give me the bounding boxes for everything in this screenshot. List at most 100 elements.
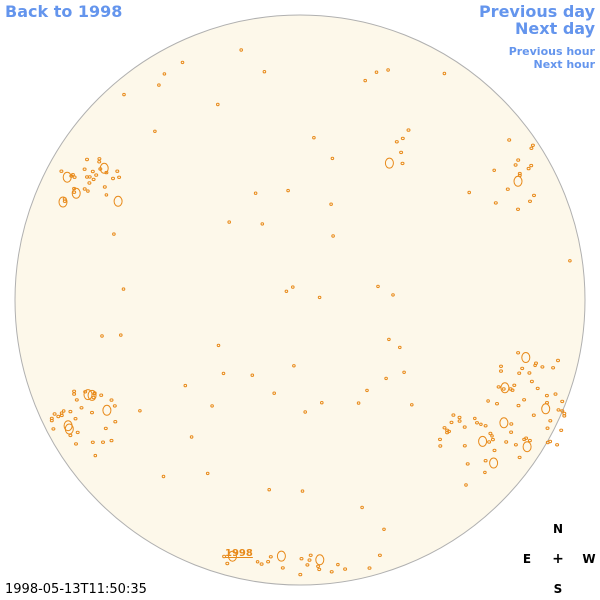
previous-day-link[interactable]: Previous day (478, 2, 595, 21)
contour-mark (467, 190, 472, 195)
contour-mark (138, 409, 142, 413)
contour-mark (74, 398, 79, 402)
contour-mark (119, 333, 123, 337)
contour-mark (292, 364, 296, 368)
contour-mark (387, 337, 391, 342)
contour-mark (527, 371, 532, 375)
contour-mark (153, 129, 157, 134)
contour-mark (513, 443, 518, 447)
contour-mark (72, 392, 77, 396)
contour-mark (183, 383, 188, 388)
contour-mark (71, 187, 81, 199)
contour-mark (522, 441, 532, 453)
contour-mark (112, 232, 116, 236)
contour-mark (312, 136, 316, 140)
contour-mark (87, 389, 97, 401)
contour-mark (545, 401, 549, 405)
contour-mark (517, 171, 522, 176)
contour-mark (299, 557, 304, 561)
back-to-year-link[interactable]: Back to 1998 (5, 2, 123, 21)
contour-mark (513, 163, 518, 167)
contour-mark (51, 427, 56, 431)
contour-mark (504, 440, 509, 444)
contour-mark (216, 343, 221, 348)
next-hour-link[interactable]: Next hour (533, 58, 596, 71)
contour-mark (516, 351, 521, 355)
contour-mark (529, 163, 534, 168)
contour-mark (100, 334, 104, 338)
contour-mark (464, 483, 468, 487)
contour-mark (99, 393, 104, 397)
contour-mark (161, 474, 166, 479)
contour-mark (221, 371, 226, 376)
contour-mark (533, 363, 537, 368)
contour-mark (111, 176, 115, 181)
contour-mark (545, 426, 550, 430)
contour-mark (540, 365, 545, 369)
contour-mark (216, 102, 220, 107)
contour-mark (507, 138, 512, 142)
contour-mark (492, 168, 497, 173)
previous-hour-link[interactable]: Previous hour (508, 45, 595, 58)
contour-mark (329, 202, 333, 206)
contour-mark (298, 572, 303, 577)
contour-mark (522, 398, 527, 402)
contour-mark (374, 70, 379, 74)
contour-mark (329, 570, 334, 574)
contour-mark (490, 434, 494, 438)
contour-mark (97, 157, 102, 161)
contour-mark (320, 401, 324, 405)
contour-mark (286, 188, 290, 193)
contour-mark (70, 173, 75, 177)
contour-mark (303, 410, 308, 414)
contour-mark (102, 404, 112, 416)
contour-mark (527, 438, 532, 443)
contour-mark (495, 402, 499, 406)
contour-mark (103, 426, 108, 431)
contour-mark (488, 431, 493, 436)
contour-mark (473, 416, 477, 421)
contour-mark (90, 410, 94, 415)
contour-mark (568, 259, 572, 263)
contour-mark (189, 435, 194, 439)
contour-mark (225, 561, 230, 566)
contour-mark (276, 550, 286, 562)
contour-mark (253, 191, 258, 195)
compass-south-label: S (553, 582, 563, 596)
contour-mark (210, 404, 214, 408)
contour-mark (400, 136, 405, 141)
contour-mark (109, 438, 114, 443)
contour-mark (101, 440, 105, 444)
contour-mark (517, 371, 522, 375)
contour-mark (517, 173, 522, 178)
contour-mark (560, 409, 565, 413)
active-region-contours (49, 48, 572, 577)
contour-mark (376, 284, 380, 289)
observation-timestamp: 1998-05-13T11:50:35 (5, 582, 147, 597)
contour-mark (121, 287, 126, 291)
contour-mark (517, 455, 522, 460)
year-label-link[interactable]: 1998 (225, 548, 253, 559)
contour-mark (496, 385, 501, 389)
contour-mark (529, 379, 534, 384)
solar-disk (14, 14, 586, 586)
contour-mark (113, 420, 118, 424)
contour-mark (526, 166, 531, 171)
contour-mark (560, 399, 565, 404)
contour-mark (479, 422, 483, 426)
contour-mark (462, 425, 467, 429)
contour-mark (528, 199, 532, 204)
contour-mark (58, 196, 68, 208)
contour-mark (556, 358, 560, 363)
contour-mark (75, 430, 80, 435)
contour-mark (82, 187, 87, 191)
contour-mark (317, 567, 322, 572)
contour-mark (91, 395, 96, 400)
contour-mark (307, 558, 312, 562)
next-day-link[interactable]: Next day (515, 19, 595, 38)
contour-mark (521, 352, 531, 363)
contour-mark (49, 418, 54, 423)
contour-mark (483, 470, 487, 475)
contour-mark (399, 150, 404, 155)
